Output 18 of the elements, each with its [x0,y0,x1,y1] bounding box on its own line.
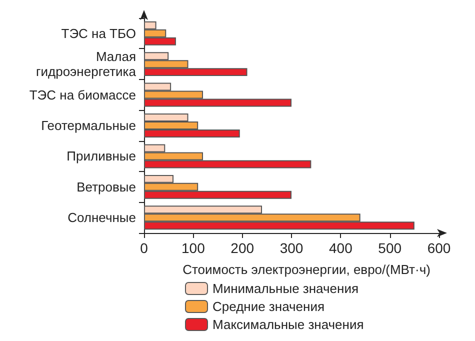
y-tick-label: Геотермальные [41,118,136,133]
legend-label: Максимальные значения [212,317,364,332]
x-tick-label: 100 [181,240,206,256]
x-tick-label: 500 [378,240,402,256]
x-tick-label: 200 [230,240,254,256]
x-axis-title: Стоимость электроэнергии, евро/(МВт·ч) [182,262,430,277]
legend-label: Минимальные значения [212,281,358,296]
y-tick-label: ТЭС на ТБО [61,26,136,41]
x-tick-label: 600 [427,240,451,256]
y-tick-label: Солнечные [68,210,136,226]
x-tick-label: 300 [280,240,304,256]
x-tick-label: 400 [328,240,353,256]
y-tick-label: Малая гидроэнергетика [36,49,137,80]
x-tick-label: 0 [140,240,148,256]
legend-label: Средние значения [212,299,324,314]
y-tick-label: Приливные [66,148,136,164]
y-tick-label: ТЭС на биомассе [29,87,136,102]
y-tick-label: Ветровые [76,179,136,194]
